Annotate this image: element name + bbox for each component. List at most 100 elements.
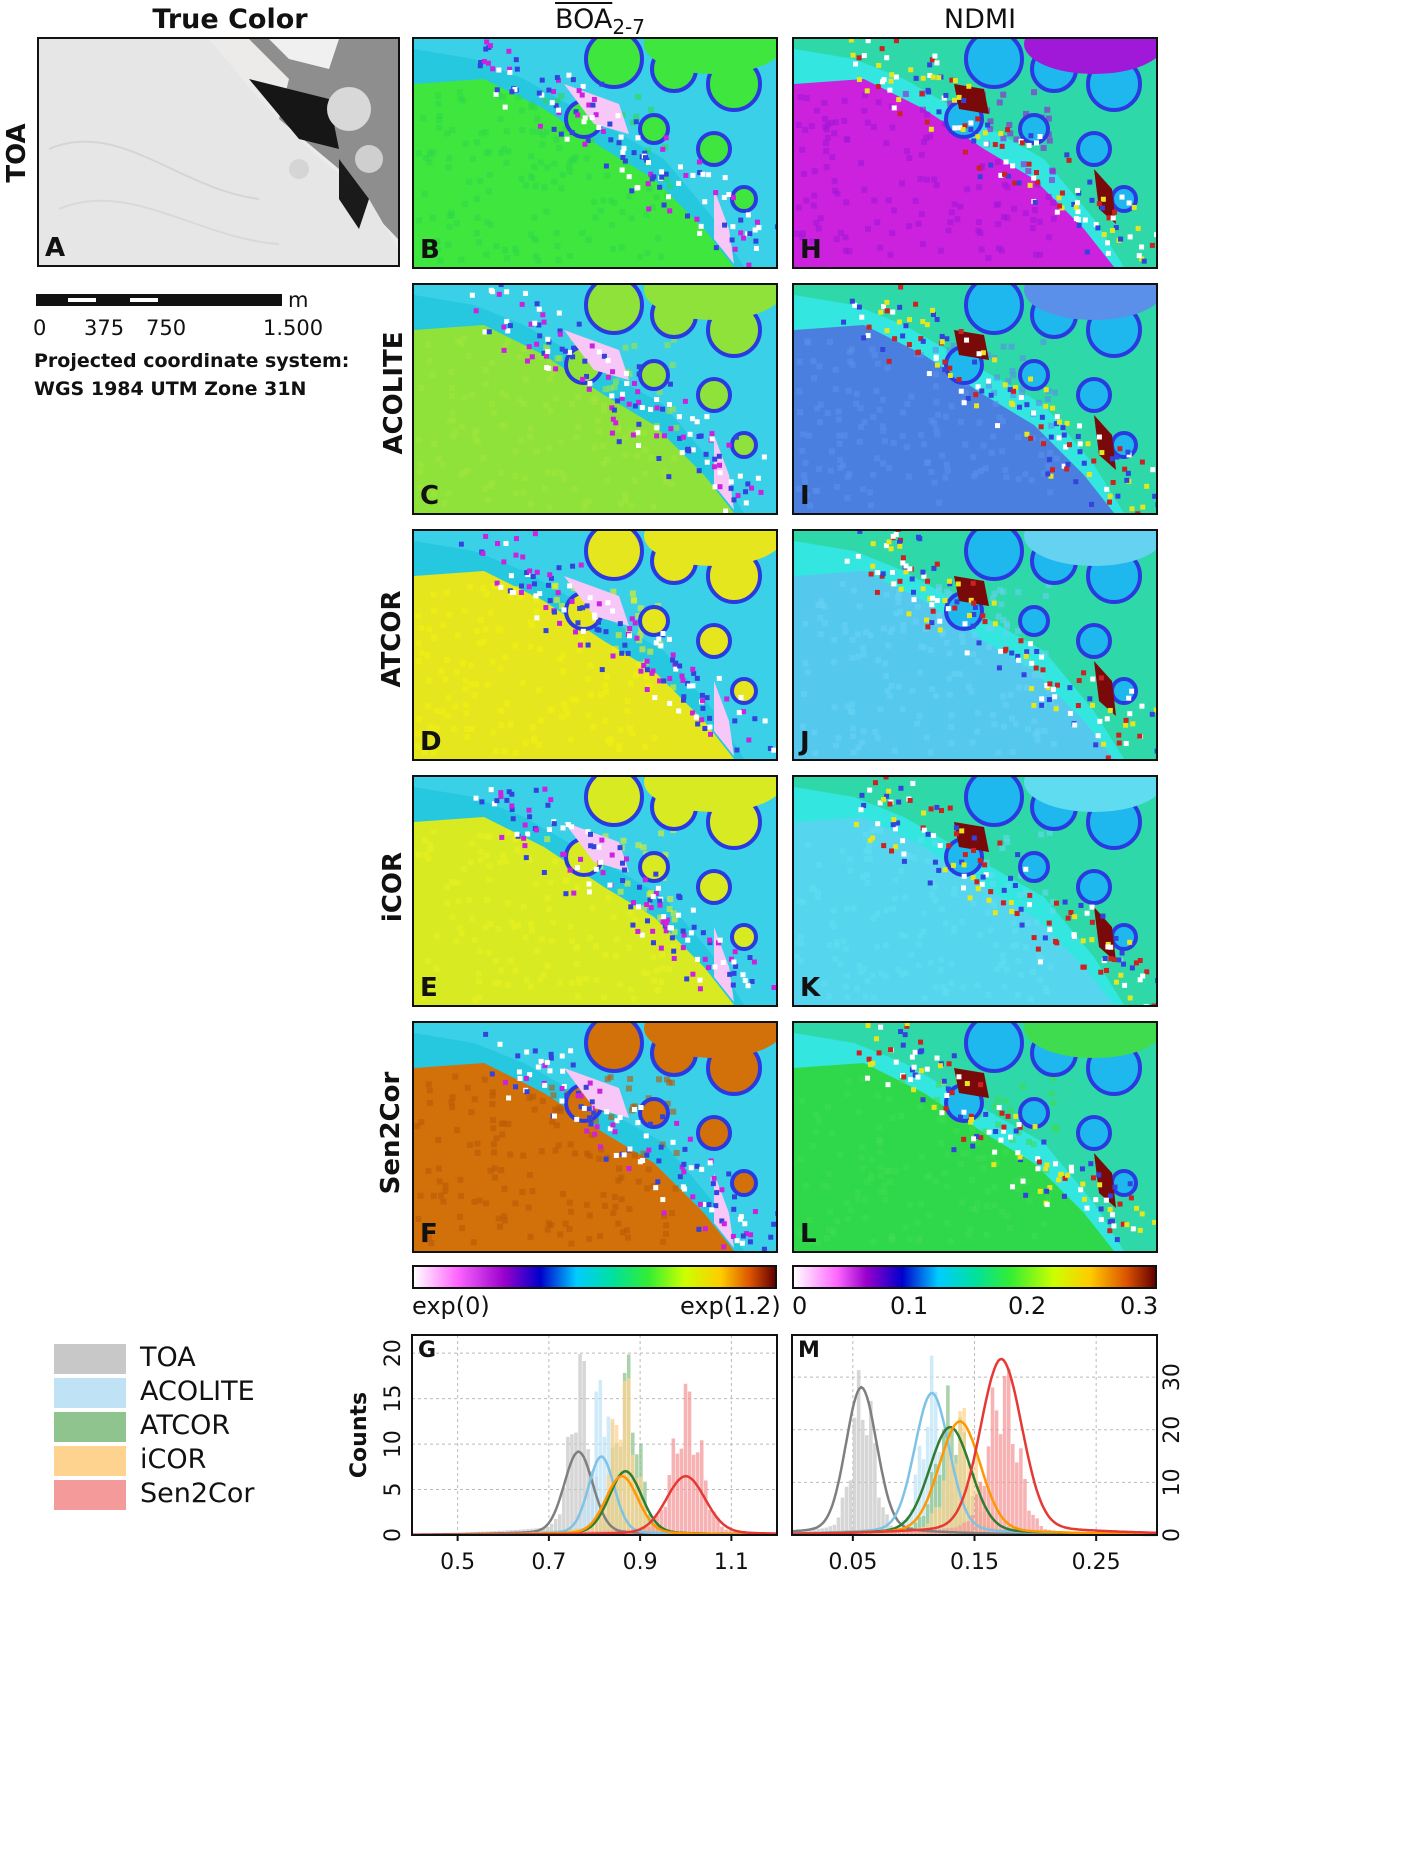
scalebar-segment — [68, 298, 96, 302]
boa-panel-sen2cor-map — [414, 1023, 776, 1251]
hist-bar-icor — [622, 1381, 627, 1535]
hist-bar-acolite — [917, 1445, 922, 1535]
hist-bar-sen2cor — [1002, 1375, 1007, 1535]
hist-bar-sen2cor — [687, 1391, 692, 1535]
row-label-acolite: ACOLITE — [379, 331, 409, 455]
hist-bar-atcor — [921, 1516, 926, 1535]
colorbar-ndmi-tick-1: 0.1 — [890, 1292, 929, 1320]
scalebar-unit: m — [288, 288, 309, 312]
hist-bar-icor — [618, 1439, 623, 1535]
panel-letter-e: E — [420, 973, 438, 1003]
hist-bar-icor — [970, 1468, 974, 1535]
ndmi-panel-toa-map — [794, 39, 1156, 267]
hist-bar-icor — [635, 1477, 639, 1535]
hist-bar-sen2cor — [679, 1448, 684, 1535]
hist-bar-icor — [966, 1462, 970, 1535]
hist-bar-icor — [974, 1452, 979, 1535]
colorbar-ndmi-tick-2: 0.2 — [1008, 1292, 1047, 1320]
hist-bar-sen2cor — [663, 1506, 667, 1535]
fit-line-sen2cor — [792, 1357, 1158, 1536]
panel-letter-a: A — [45, 233, 66, 263]
hist-bar-sen2cor — [1019, 1448, 1023, 1535]
hist-bar-atcor — [917, 1516, 922, 1535]
x-tick-label: 0.25 — [1072, 1550, 1121, 1575]
hist-bar-sen2cor — [998, 1434, 1003, 1535]
hist-bar-toa — [578, 1354, 582, 1535]
row-label-sen2cor: Sen2Cor — [376, 1071, 406, 1195]
hist-bar-icor — [586, 1527, 590, 1535]
colorbar-boa-max-label: exp(1.2) — [680, 1292, 781, 1320]
scalebar-tick-1500: 1.500 — [263, 316, 324, 340]
hist-bar-sen2cor — [720, 1526, 724, 1535]
hist-bar-toa — [869, 1400, 873, 1535]
hist-bar-toa — [832, 1524, 837, 1535]
hist-bar-sen2cor — [873, 1531, 877, 1535]
boa-panel-acolite-map — [414, 285, 776, 513]
y-tick-label: 20 — [1160, 1416, 1185, 1444]
hist-bar-sen2cor — [889, 1530, 893, 1535]
hist-bar-acolite — [933, 1391, 938, 1535]
crs-line-1: Projected coordinate system: — [34, 350, 350, 372]
crs-line-2: WGS 1984 UTM Zone 31N — [34, 378, 307, 400]
hist-bar-sen2cor — [909, 1530, 914, 1535]
hist-bar-atcor — [929, 1472, 934, 1535]
hist-bar-icor — [962, 1408, 966, 1535]
column-header-ndmi: NDMI — [943, 4, 1017, 35]
hist-bar-sen2cor — [1011, 1444, 1015, 1535]
y-tick-label: 20 — [381, 1339, 406, 1367]
ndmi-panel-sen2cor-map — [794, 1023, 1156, 1251]
hist-bar-toa — [848, 1480, 853, 1535]
hist-bar-sen2cor — [675, 1453, 680, 1535]
hist-bar-sen2cor — [958, 1525, 962, 1535]
hist-bar-toa — [836, 1517, 841, 1535]
hist-bar-icor — [958, 1411, 962, 1535]
hist-bar-sen2cor — [990, 1387, 995, 1535]
hist-bar-icor — [602, 1505, 607, 1535]
hist-bar-sen2cor — [699, 1440, 704, 1535]
scalebar-tick-750: 750 — [146, 316, 187, 340]
panel-letter-f: F — [420, 1219, 438, 1249]
y-axis-label: Counts — [347, 1392, 372, 1478]
row-label-icor: iCOR — [378, 851, 408, 923]
ndmi-panel-icor-map — [794, 777, 1156, 1005]
legend-label: Sen2Cor — [140, 1478, 255, 1509]
hist-bar-sen2cor — [994, 1410, 999, 1535]
hist-bar-acolite — [586, 1499, 590, 1535]
legend-swatch — [54, 1446, 126, 1476]
boa-panel-toa-map — [414, 39, 776, 267]
colorbar-boa — [412, 1265, 777, 1289]
hist-bar-sen2cor — [917, 1529, 922, 1535]
hist-bar-icor — [594, 1517, 599, 1535]
hist-bar-sen2cor — [1023, 1479, 1027, 1535]
x-tick-label: 0.9 — [623, 1550, 658, 1575]
hist-bar-toa — [553, 1518, 558, 1535]
hist-bar-acolite — [925, 1426, 930, 1535]
y-tick-label: 15 — [381, 1385, 406, 1413]
hist-bar-icor — [626, 1378, 631, 1535]
ndmi-panel-atcor-map — [794, 531, 1156, 759]
hist-bar-sen2cor — [724, 1529, 728, 1535]
panel-letter-d: D — [420, 727, 442, 757]
legend-swatch — [54, 1412, 126, 1442]
x-tick-label: 0.5 — [440, 1550, 475, 1575]
hist-bar-icor — [938, 1507, 942, 1535]
hist-bar-toa — [566, 1436, 570, 1535]
hist-bar-sen2cor — [881, 1531, 885, 1535]
hist-bar-icor — [631, 1454, 635, 1535]
hist-bar-toa — [873, 1443, 877, 1535]
row-label-atcor: ATCOR — [377, 590, 407, 688]
panel-letter-g: G — [418, 1338, 436, 1363]
hist-bar-acolite — [921, 1459, 926, 1535]
panel-letter-m: M — [798, 1338, 820, 1363]
hist-bar-sen2cor — [647, 1526, 651, 1535]
boa-panel-sen2cor: F — [412, 1021, 778, 1253]
hist-bar-sen2cor — [913, 1529, 918, 1535]
hist-bar-atcor — [933, 1463, 938, 1535]
colorbar-ndmi — [792, 1265, 1157, 1289]
panel-letter-l: L — [800, 1219, 817, 1249]
legend-label: TOA — [140, 1342, 196, 1373]
ndmi-panel-acolite-map — [794, 285, 1156, 513]
ndmi-panel-sen2cor: L — [792, 1021, 1158, 1253]
ndmi-panel-acolite: I — [792, 283, 1158, 515]
hist-bar-sen2cor — [1031, 1514, 1035, 1535]
